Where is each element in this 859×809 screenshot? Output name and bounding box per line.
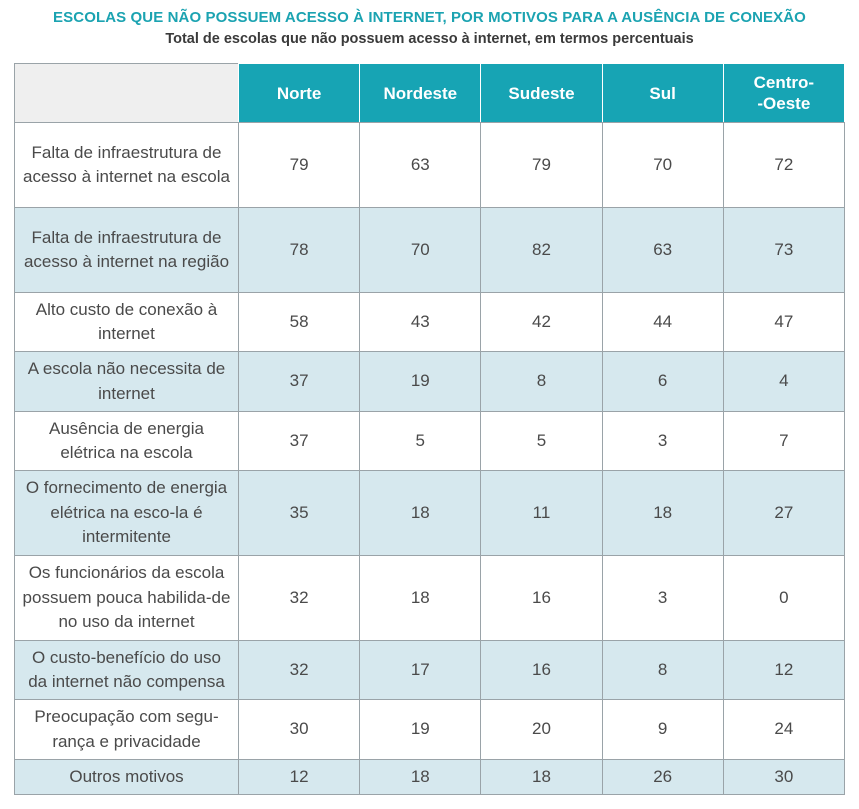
- table-cell: 18: [359, 555, 482, 641]
- table-cell: 3: [601, 555, 724, 641]
- table-cell: 70: [359, 207, 482, 293]
- column-header: Norte: [237, 63, 361, 123]
- table-cell: 73: [722, 207, 845, 293]
- table-cell: 11: [480, 470, 603, 556]
- table-cell: 79: [480, 122, 603, 208]
- table-cell: 3: [601, 411, 724, 471]
- table-row: Outros motivos 12 18 18 26 30: [14, 759, 845, 795]
- row-label: Outros motivos: [14, 759, 239, 795]
- table-cell: 32: [237, 555, 361, 641]
- column-header: Centro- -Oeste: [722, 63, 845, 123]
- table-row: O custo-benefício do uso da internet não…: [14, 640, 845, 700]
- table-cell: 63: [601, 207, 724, 293]
- table-cell: 26: [601, 759, 724, 795]
- table-cell: 58: [237, 292, 361, 352]
- row-label: Ausência de energia elétrica na escola: [14, 411, 239, 471]
- table-cell: 0: [722, 555, 845, 641]
- table-cell: 6: [601, 351, 724, 412]
- table-cell: 24: [722, 699, 845, 760]
- table-cell: 8: [480, 351, 603, 412]
- table-body: Falta de infraestrutura de acesso à inte…: [14, 122, 845, 795]
- chart-title: ESCOLAS QUE NÃO POSSUEM ACESSO À INTERNE…: [53, 9, 806, 26]
- table-cell: 43: [359, 292, 482, 352]
- column-header: Nordeste: [359, 63, 482, 123]
- table-cell: 30: [237, 699, 361, 760]
- column-header: Sudeste: [480, 63, 603, 123]
- header-row: Norte Nordeste Sudeste Sul Centro- -Oest…: [14, 63, 845, 123]
- table-cell: 19: [359, 351, 482, 412]
- row-label: O fornecimento de energia elétrica na es…: [14, 470, 239, 556]
- table-cell: 7: [722, 411, 845, 471]
- table-cell: 5: [359, 411, 482, 471]
- table-row: Falta de infraestrutura de acesso à inte…: [14, 207, 845, 293]
- row-label: Preocupação com segu-rança e privacidade: [14, 699, 239, 760]
- column-header: Sul: [601, 63, 724, 123]
- table-row: Os funcionários da escola possuem pouca …: [14, 555, 845, 641]
- table-cell: 32: [237, 640, 361, 700]
- table-cell: 5: [480, 411, 603, 471]
- table-cell: 18: [601, 470, 724, 556]
- table-cell: 17: [359, 640, 482, 700]
- table-cell: 12: [237, 759, 361, 795]
- table-cell: 35: [237, 470, 361, 556]
- table-cell: 4: [722, 351, 845, 412]
- table-cell: 18: [480, 759, 603, 795]
- table-row: Ausência de energia elétrica na escola 37…: [14, 411, 845, 471]
- table-cell: 20: [480, 699, 603, 760]
- table-cell: 16: [480, 555, 603, 641]
- table-cell: 12: [722, 640, 845, 700]
- table-cell: 82: [480, 207, 603, 293]
- data-table: Norte Nordeste Sudeste Sul Centro- -Oest…: [14, 63, 845, 795]
- table-cell: 42: [480, 292, 603, 352]
- table-cell: 19: [359, 699, 482, 760]
- table-cell: 37: [237, 351, 361, 412]
- table-cell: 78: [237, 207, 361, 293]
- table-row: O fornecimento de energia elétrica na es…: [14, 470, 845, 556]
- table-cell: 79: [237, 122, 361, 208]
- table-cell: 18: [359, 759, 482, 795]
- table-cell: 63: [359, 122, 482, 208]
- table-cell: 16: [480, 640, 603, 700]
- table-row: A escola não necessita de internet 37 19 8 6…: [14, 351, 845, 412]
- table-cell: 47: [722, 292, 845, 352]
- header-corner-cell: [14, 63, 239, 123]
- table-row: Preocupação com segu-rança e privacidade…: [14, 699, 845, 760]
- row-label: O custo-benefício do uso da internet não…: [14, 640, 239, 700]
- table-row: Alto custo de conexão à internet 58 43 42 44…: [14, 292, 845, 352]
- table-cell: 9: [601, 699, 724, 760]
- row-label: A escola não necessita de internet: [14, 351, 239, 412]
- table-cell: 70: [601, 122, 724, 208]
- table-cell: 27: [722, 470, 845, 556]
- table-cell: 44: [601, 292, 724, 352]
- table-row: Falta de infraestrutura de acesso à inte…: [14, 122, 845, 208]
- table-cell: 30: [722, 759, 845, 795]
- row-label: Os funcionários da escola possuem pouca …: [14, 555, 239, 641]
- table-cell: 8: [601, 640, 724, 700]
- table-cell: 72: [722, 122, 845, 208]
- row-label: Falta de infraestrutura de acesso à inte…: [14, 122, 239, 208]
- row-label: Falta de infraestrutura de acesso à inte…: [14, 207, 239, 293]
- row-label: Alto custo de conexão à internet: [14, 292, 239, 352]
- chart-subtitle: Total de escolas que não possuem acesso …: [165, 31, 694, 47]
- table-cell: 37: [237, 411, 361, 471]
- table-cell: 18: [359, 470, 482, 556]
